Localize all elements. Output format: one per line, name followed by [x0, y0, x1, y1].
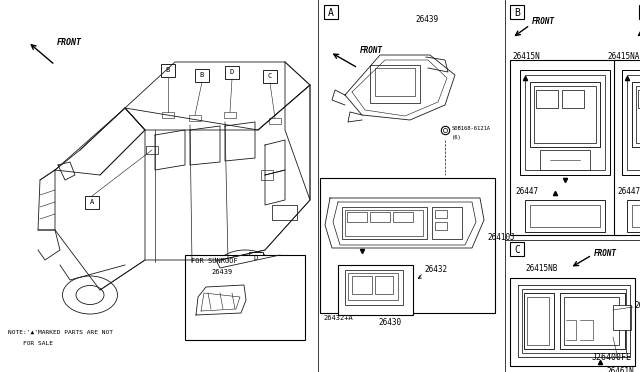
- Bar: [185, 255, 305, 340]
- Text: 26447: 26447: [617, 187, 640, 196]
- Text: FRONT: FRONT: [360, 46, 383, 55]
- Bar: [195, 69, 209, 82]
- Bar: [162, 112, 174, 118]
- Bar: [540, 150, 590, 170]
- Bar: [324, 5, 338, 19]
- Bar: [510, 5, 524, 19]
- Bar: [527, 297, 549, 345]
- Bar: [622, 70, 640, 175]
- Bar: [261, 170, 273, 180]
- Bar: [632, 205, 640, 227]
- Bar: [525, 200, 605, 232]
- Bar: [370, 212, 390, 222]
- Text: B: B: [166, 67, 170, 73]
- Bar: [522, 289, 626, 353]
- Text: A: A: [90, 199, 94, 205]
- Text: 26415NA: 26415NA: [608, 52, 640, 61]
- Bar: [435, 210, 447, 218]
- Bar: [224, 112, 236, 118]
- Bar: [435, 222, 447, 230]
- Text: 26439: 26439: [415, 15, 438, 24]
- Bar: [534, 86, 596, 143]
- Bar: [632, 82, 640, 147]
- Text: J26400FE: J26400FE: [592, 353, 632, 362]
- Bar: [345, 210, 423, 236]
- Bar: [510, 242, 524, 256]
- Text: 26430: 26430: [378, 318, 401, 327]
- Bar: [272, 205, 297, 220]
- Bar: [189, 115, 201, 121]
- Text: 26447: 26447: [515, 187, 538, 196]
- Bar: [338, 265, 413, 315]
- Text: C: C: [268, 73, 272, 79]
- Bar: [342, 207, 427, 239]
- Text: 26410A: 26410A: [634, 301, 640, 310]
- Text: 26415NB: 26415NB: [525, 264, 557, 273]
- Text: 26410J: 26410J: [487, 234, 515, 243]
- Bar: [536, 90, 558, 108]
- Bar: [510, 278, 635, 366]
- Bar: [161, 64, 175, 77]
- Bar: [638, 90, 640, 108]
- Bar: [352, 276, 372, 294]
- Bar: [530, 205, 600, 227]
- Bar: [510, 60, 620, 235]
- Bar: [348, 273, 398, 300]
- Text: 26461N: 26461N: [606, 367, 634, 372]
- Bar: [520, 70, 610, 175]
- Bar: [249, 252, 263, 265]
- Text: 26439: 26439: [211, 269, 232, 275]
- Bar: [263, 70, 277, 83]
- Bar: [530, 82, 600, 147]
- Bar: [269, 118, 281, 124]
- Text: FRONT: FRONT: [594, 249, 617, 258]
- Bar: [225, 66, 239, 79]
- Bar: [370, 65, 420, 103]
- Text: FRONT: FRONT: [57, 38, 82, 47]
- Bar: [146, 146, 158, 154]
- Bar: [627, 200, 640, 232]
- Bar: [524, 293, 554, 349]
- Text: A: A: [328, 8, 334, 18]
- Bar: [627, 75, 640, 170]
- Text: B: B: [514, 8, 520, 18]
- Bar: [347, 212, 367, 222]
- Bar: [432, 207, 462, 239]
- Bar: [560, 293, 625, 349]
- Text: (6): (6): [452, 135, 461, 140]
- Bar: [393, 212, 413, 222]
- Bar: [613, 305, 631, 330]
- Text: S0B168-6121A: S0B168-6121A: [452, 126, 491, 131]
- Bar: [614, 60, 640, 235]
- Text: D: D: [230, 69, 234, 75]
- Text: B: B: [200, 72, 204, 78]
- Bar: [525, 75, 605, 170]
- Text: 26432: 26432: [424, 265, 447, 274]
- Text: FOR SUNROOF: FOR SUNROOF: [191, 258, 237, 264]
- Bar: [85, 196, 99, 209]
- Text: NOTE:'▲'MARKED PARTS ARE NOT: NOTE:'▲'MARKED PARTS ARE NOT: [8, 330, 113, 335]
- Bar: [375, 276, 393, 294]
- Bar: [636, 86, 640, 143]
- Text: D: D: [254, 255, 258, 261]
- Text: C: C: [514, 245, 520, 255]
- Bar: [375, 68, 415, 96]
- Bar: [345, 270, 403, 305]
- Bar: [562, 90, 584, 108]
- Bar: [320, 178, 495, 313]
- Text: FOR SALE: FOR SALE: [8, 341, 53, 346]
- Text: 26415N: 26415N: [512, 52, 540, 61]
- Text: FRONT: FRONT: [532, 17, 555, 26]
- Text: 26432+A: 26432+A: [323, 315, 353, 321]
- Bar: [639, 5, 640, 19]
- Bar: [564, 297, 619, 345]
